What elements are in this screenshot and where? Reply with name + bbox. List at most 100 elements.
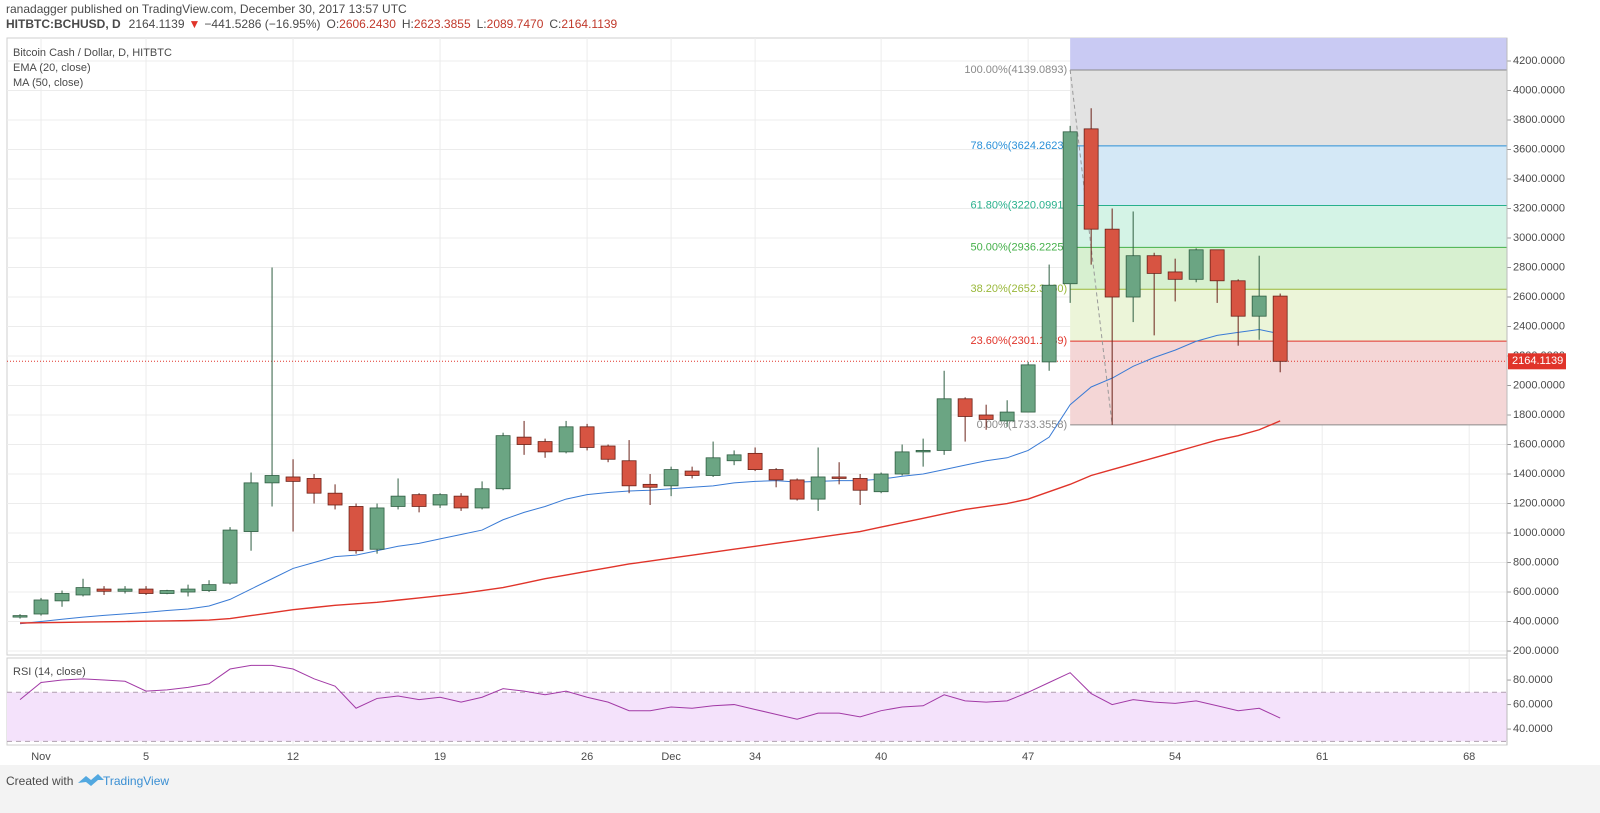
x-tick-label: Nov bbox=[31, 751, 51, 763]
footer-brand[interactable]: TradingView bbox=[103, 774, 169, 788]
candle-body bbox=[285, 476, 301, 482]
candle-body bbox=[1104, 228, 1120, 298]
candle-body bbox=[684, 470, 700, 476]
candle-body bbox=[1272, 295, 1288, 362]
main-title: Bitcoin Cash / Dollar, D, HITBTC bbox=[13, 47, 172, 59]
rsi-y-tick-label: 80.0000 bbox=[1513, 674, 1553, 686]
legend-entry: EMA (20, close) bbox=[13, 62, 91, 74]
x-tick-label: 54 bbox=[1169, 751, 1181, 763]
y-tick-label: 1800.0000 bbox=[1513, 409, 1565, 421]
y-tick-label: 3200.0000 bbox=[1513, 202, 1565, 214]
ohlc-value: 2089.7470 bbox=[487, 17, 544, 31]
y-tick-label: 1000.0000 bbox=[1513, 527, 1565, 539]
candle-body bbox=[1188, 249, 1204, 280]
rsi-band bbox=[7, 692, 1507, 742]
candle-body bbox=[1020, 364, 1036, 413]
candle-body bbox=[978, 414, 994, 420]
candle-body bbox=[54, 593, 70, 602]
y-tick-label: 4200.0000 bbox=[1513, 55, 1565, 67]
candle-body bbox=[96, 588, 112, 592]
fib-zone bbox=[1070, 341, 1507, 425]
y-tick-label: 3800.0000 bbox=[1513, 114, 1565, 126]
y-tick-label: 2000.0000 bbox=[1513, 379, 1565, 391]
candle-body bbox=[12, 615, 28, 618]
ohlc-label: C: bbox=[549, 17, 561, 31]
symbol: HITBTC:BCHUSD, D bbox=[6, 17, 121, 31]
candle-body bbox=[1062, 131, 1078, 285]
legend-entry: MA (50, close) bbox=[13, 77, 83, 89]
candle-body bbox=[1146, 255, 1162, 274]
y-tick-label: 1200.0000 bbox=[1513, 497, 1565, 509]
candle-body bbox=[852, 478, 868, 491]
candle-body bbox=[747, 452, 763, 470]
y-tick-label: 3400.0000 bbox=[1513, 173, 1565, 185]
candle-body bbox=[138, 588, 154, 594]
candle-body bbox=[831, 476, 847, 479]
x-tick-label: 5 bbox=[143, 751, 149, 763]
candle-body bbox=[600, 445, 616, 460]
y-tick-label: 400.0000 bbox=[1513, 615, 1559, 627]
x-tick-label: 61 bbox=[1316, 751, 1328, 763]
candle-body bbox=[390, 495, 406, 507]
tradingview-logo bbox=[78, 774, 104, 786]
candle-body bbox=[75, 587, 91, 596]
fib-top-zone bbox=[1070, 38, 1507, 70]
candle-body bbox=[1167, 271, 1183, 280]
x-tick-label: 47 bbox=[1022, 751, 1034, 763]
candle-body bbox=[1083, 128, 1099, 230]
ohlc-value: 2606.2430 bbox=[339, 17, 396, 31]
last-price-box bbox=[1508, 353, 1566, 370]
published: ranadagger published on TradingView.com,… bbox=[6, 2, 407, 16]
x-tick-label: 40 bbox=[875, 751, 887, 763]
logo-icon bbox=[78, 774, 104, 786]
candle-body bbox=[495, 435, 511, 490]
candle-body bbox=[327, 492, 343, 506]
y-tick-label: 4000.0000 bbox=[1513, 84, 1565, 96]
fib-label: 50.00%(2936.2225) bbox=[971, 241, 1068, 253]
candle-body bbox=[243, 482, 259, 532]
candle-body bbox=[1230, 280, 1246, 317]
y-tick-label: 800.0000 bbox=[1513, 556, 1559, 568]
candle-body bbox=[33, 599, 49, 615]
fib-label: 78.60%(3624.2623) bbox=[971, 140, 1068, 152]
candle-body bbox=[432, 494, 448, 506]
fib-zone bbox=[1070, 205, 1507, 248]
y-tick-label: 2400.0000 bbox=[1513, 320, 1565, 332]
rsi-line bbox=[19, 664, 1281, 720]
candle-body bbox=[789, 479, 805, 500]
fib-zone bbox=[1070, 145, 1507, 206]
candle-body bbox=[1209, 249, 1225, 282]
fib-zone bbox=[1070, 69, 1507, 146]
y-tick-label: 3600.0000 bbox=[1513, 143, 1565, 155]
last-price: 2164.1139 bbox=[129, 17, 185, 31]
x-tick-label: 26 bbox=[581, 751, 593, 763]
candle-body bbox=[768, 469, 784, 481]
candle-body bbox=[369, 507, 385, 550]
fib-zone bbox=[1070, 247, 1507, 290]
change-arrow: ▼ bbox=[189, 17, 201, 31]
rsi-y-tick-label: 40.0000 bbox=[1513, 723, 1553, 735]
quote-line: HITBTC:BCHUSD, D 2164.1139 ▼ −441.5286 (−16… bbox=[6, 17, 618, 31]
candle-body bbox=[579, 426, 595, 448]
candle-body bbox=[306, 478, 322, 494]
candle-body bbox=[705, 457, 721, 476]
y-tick-label: 3000.0000 bbox=[1513, 232, 1565, 244]
y-tick-label: 2600.0000 bbox=[1513, 291, 1565, 303]
candle-body bbox=[999, 411, 1015, 422]
candle-body bbox=[453, 495, 469, 509]
last-price-label: 2164.1139 bbox=[1512, 355, 1563, 367]
candle-body bbox=[642, 483, 658, 488]
candle-body bbox=[915, 450, 931, 453]
fib-label: 100.00%(4139.0893) bbox=[964, 64, 1067, 76]
candle-body bbox=[411, 494, 427, 507]
x-tick-label: 34 bbox=[749, 751, 761, 763]
ohlc-value: 2623.3855 bbox=[414, 17, 471, 31]
candle-body bbox=[159, 590, 175, 594]
ohlc-label: O: bbox=[326, 17, 339, 31]
candle-body bbox=[1041, 284, 1057, 363]
footer-created: Created with bbox=[6, 774, 73, 788]
candle-body bbox=[348, 506, 364, 552]
candle-body bbox=[180, 588, 196, 593]
